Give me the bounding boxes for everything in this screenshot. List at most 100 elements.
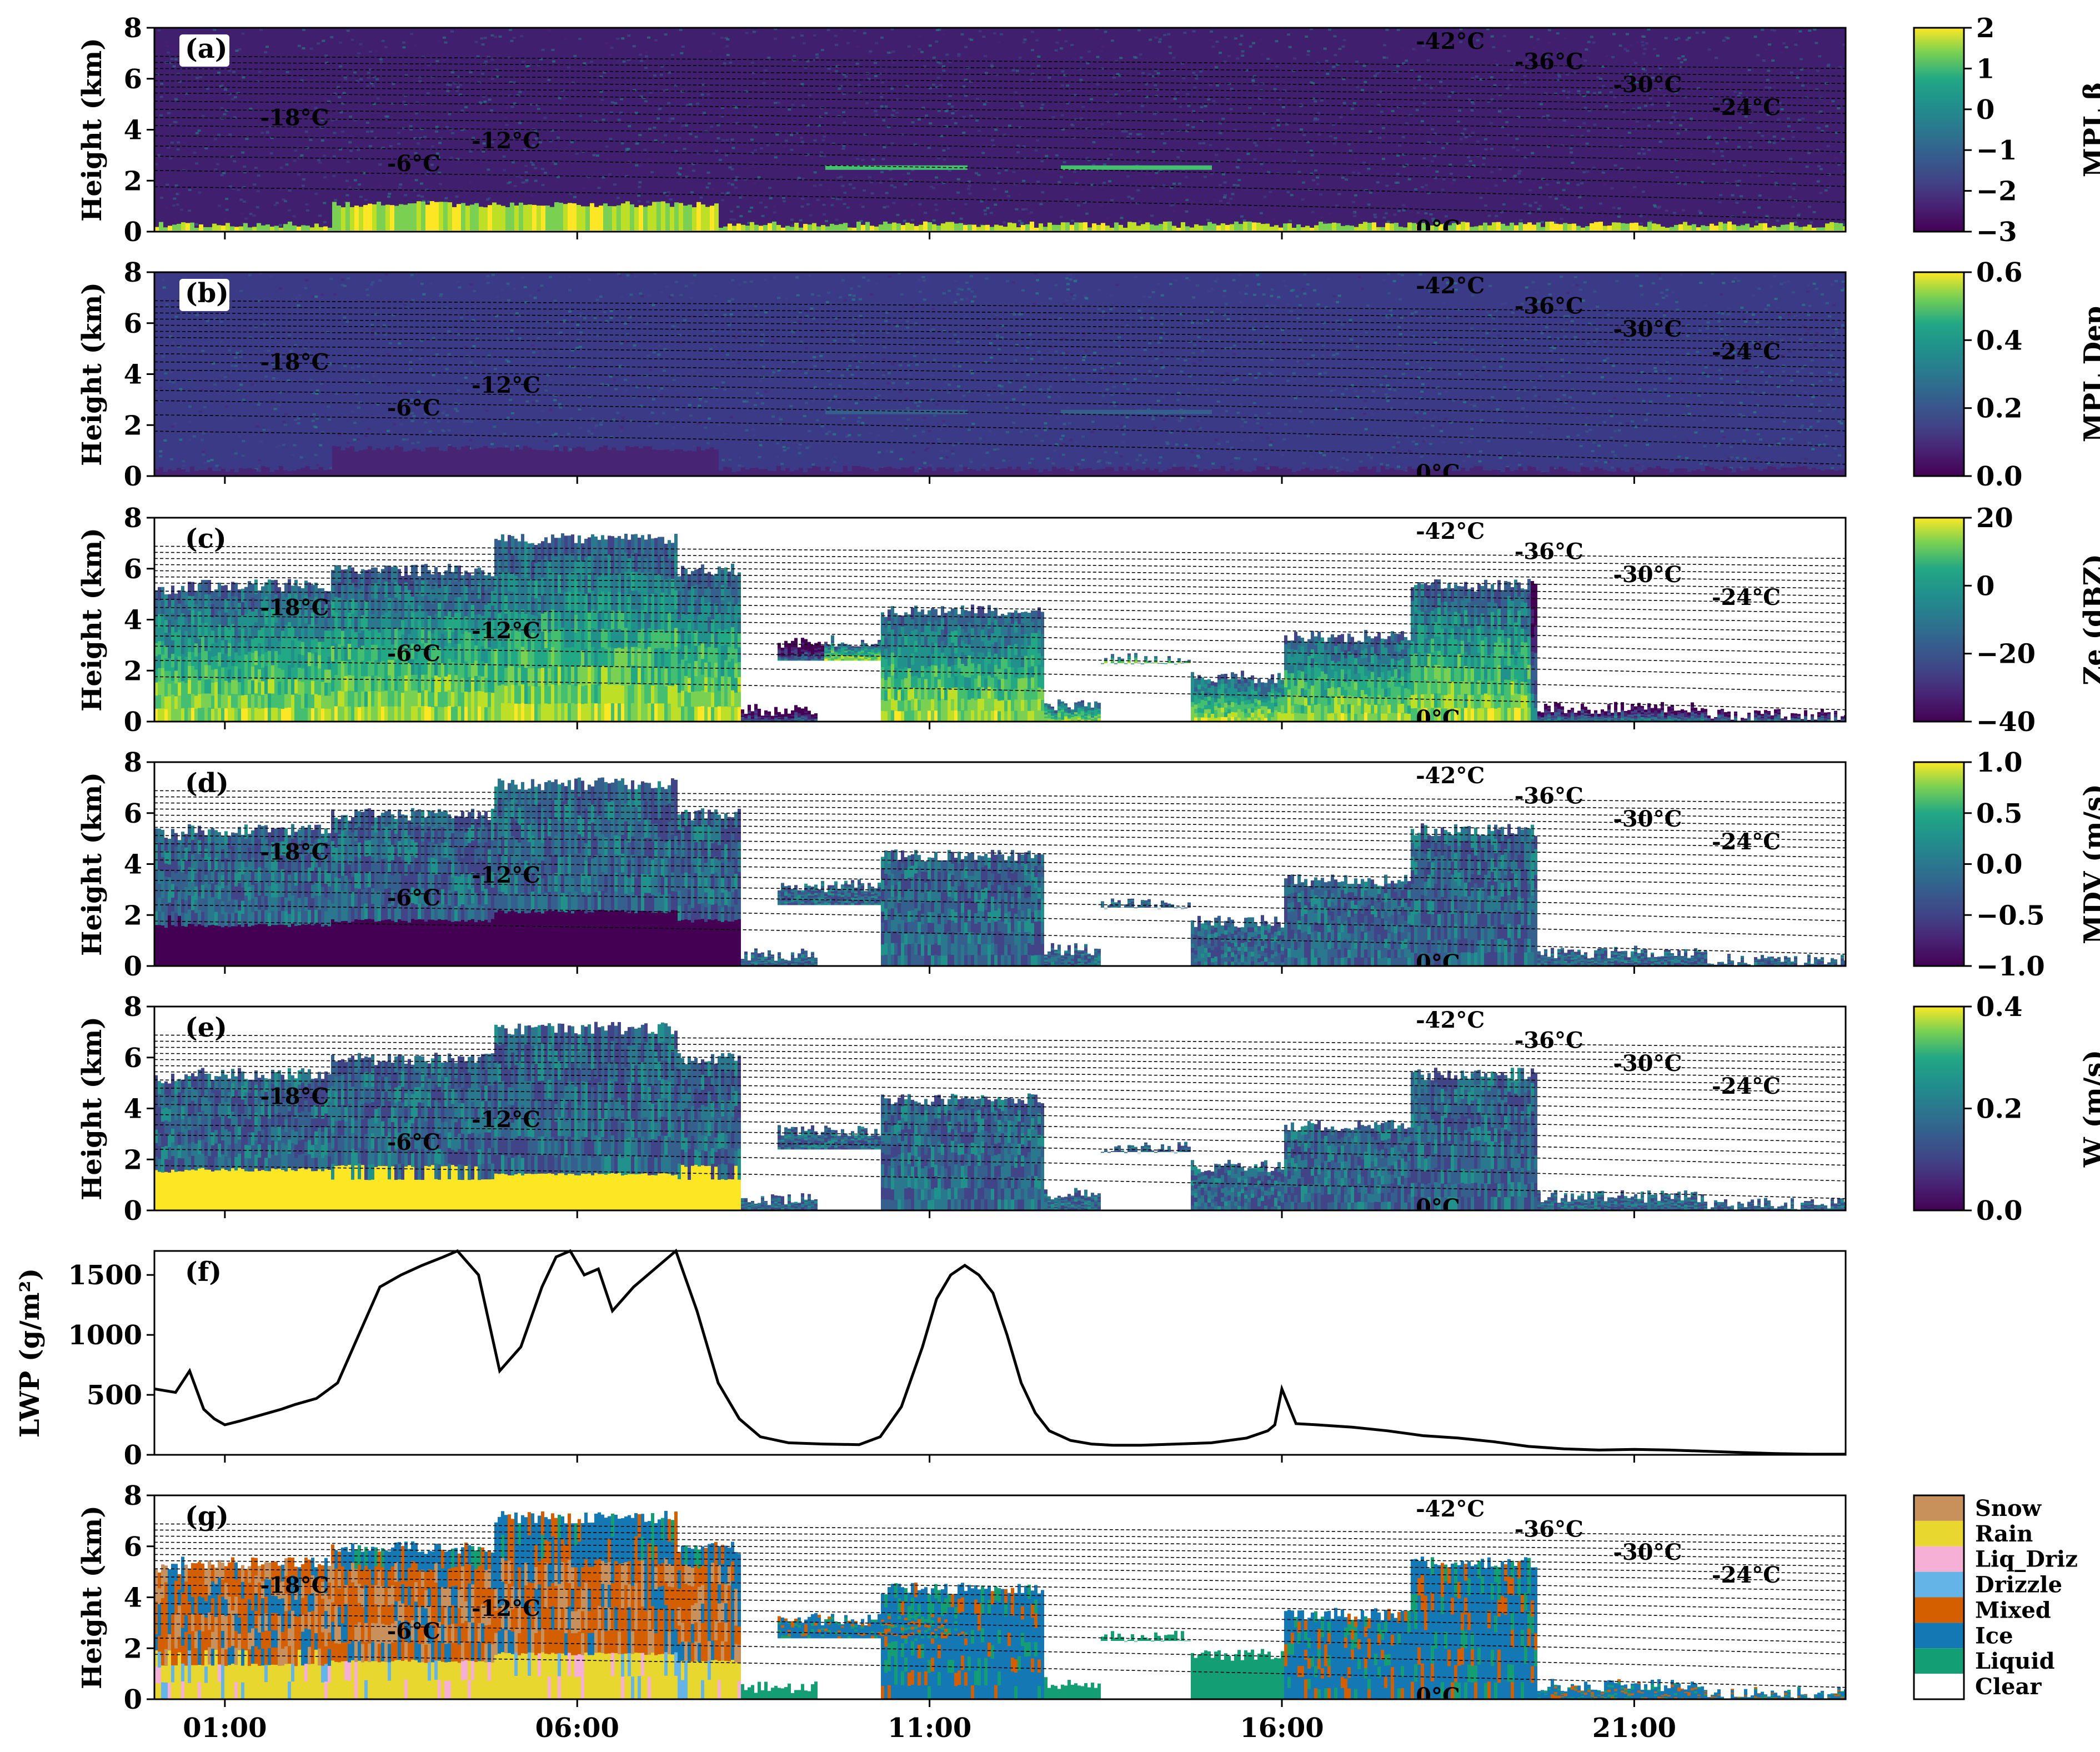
noise-cell: [774, 28, 778, 31]
noise-cell: [617, 319, 620, 322]
noise-cell: [791, 361, 795, 363]
noise-cell: [1047, 396, 1051, 398]
noise-cell: [1579, 206, 1583, 209]
noise-cell: [323, 202, 327, 204]
noise-cell: [1062, 161, 1066, 163]
noise-cell: [1121, 130, 1125, 133]
noise-cell: [159, 450, 163, 453]
surface-layer-cell: [492, 448, 497, 476]
noise-cell: [1626, 49, 1630, 52]
noise-cell: [1292, 344, 1296, 347]
noise-cell: [983, 209, 987, 212]
noise-cell: [599, 437, 603, 439]
noise-cell: [383, 333, 387, 336]
noise-cell: [1312, 179, 1316, 182]
noise-cell: [1633, 62, 1637, 64]
surface-layer-cell: [1785, 224, 1790, 231]
noise-cell: [1341, 323, 1345, 326]
noise-cell: [188, 438, 192, 441]
noise-cell: [1070, 123, 1074, 126]
noise-cell: [197, 129, 201, 132]
noise-cell: [1209, 39, 1213, 42]
noise-cell: [1018, 193, 1021, 196]
noise-cell: [508, 56, 512, 59]
noise-cell: [432, 157, 435, 159]
noise-cell: [1396, 28, 1400, 31]
noise-cell: [947, 103, 951, 106]
cloud-layer-cell: [1087, 165, 1092, 170]
noise-cell: [420, 282, 424, 285]
noise-cell: [932, 187, 936, 189]
noise-cell: [725, 45, 729, 48]
surface-layer-cell: [812, 223, 816, 231]
noise-cell: [1310, 455, 1314, 458]
noise-cell: [282, 421, 286, 423]
noise-cell: [228, 69, 232, 72]
surface-layer-cell: [723, 226, 728, 231]
noise-cell: [278, 224, 282, 227]
noise-cell: [1125, 463, 1129, 465]
noise-cell: [638, 186, 641, 188]
surface-layer-cell: [781, 227, 785, 231]
noise-cell: [1190, 322, 1194, 324]
noise-cell: [811, 463, 815, 466]
surface-layer-cell: [341, 207, 345, 231]
noise-cell: [1513, 62, 1517, 65]
noise-cell: [1419, 222, 1422, 224]
surface-layer-cell: [1443, 223, 1447, 231]
noise-cell: [1461, 133, 1465, 136]
noise-cell: [1636, 463, 1640, 466]
noise-cell: [1481, 163, 1485, 166]
noise-cell: [521, 181, 525, 184]
noise-cell: [1566, 208, 1570, 211]
noise-cell: [1757, 287, 1761, 290]
noise-cell: [1546, 114, 1550, 117]
noise-cell: [1592, 41, 1596, 44]
noise-cell: [478, 101, 482, 104]
surface-layer-cell: [1114, 222, 1119, 231]
noise-cell: [1743, 348, 1747, 351]
noise-cell: [1445, 44, 1449, 47]
noise-cell: [1213, 331, 1217, 333]
noise-cell: [1719, 328, 1723, 331]
noise-cell: [620, 296, 624, 298]
noise-cell: [691, 340, 695, 343]
surface-layer-cell: [750, 222, 754, 231]
noise-cell: [1677, 455, 1681, 458]
noise-cell: [993, 188, 997, 191]
noise-cell: [1185, 199, 1189, 202]
noise-cell: [388, 122, 392, 124]
noise-cell: [339, 111, 343, 114]
noise-cell: [776, 442, 780, 445]
noise-cell: [1019, 389, 1023, 392]
noise-cell: [676, 326, 680, 329]
noise-cell: [767, 56, 771, 59]
noise-cell: [958, 442, 961, 445]
noise-cell: [888, 275, 891, 278]
noise-cell: [348, 186, 352, 189]
noise-cell: [442, 59, 446, 62]
noise-cell: [1083, 201, 1087, 204]
noise-cell: [1409, 114, 1412, 117]
noise-cell: [474, 41, 478, 43]
noise-cell: [1690, 113, 1693, 116]
noise-cell: [1637, 107, 1641, 110]
noise-cell: [1660, 291, 1664, 294]
noise-cell: [446, 421, 450, 424]
noise-cell: [202, 346, 206, 349]
noise-cell: [284, 413, 288, 416]
noise-cell: [1703, 304, 1707, 307]
noise-cell: [1821, 129, 1825, 132]
noise-cell: [1104, 450, 1107, 453]
noise-cell: [1611, 450, 1615, 453]
noise-cell: [1360, 287, 1364, 290]
surface-layer-cell: [1687, 225, 1692, 231]
noise-cell: [1499, 366, 1503, 368]
noise-cell: [1811, 448, 1815, 450]
noise-cell: [1430, 160, 1434, 163]
noise-cell: [801, 198, 805, 201]
noise-cell: [166, 183, 169, 186]
noise-cell: [698, 404, 701, 407]
noise-cell: [813, 356, 816, 358]
noise-cell: [796, 294, 800, 297]
